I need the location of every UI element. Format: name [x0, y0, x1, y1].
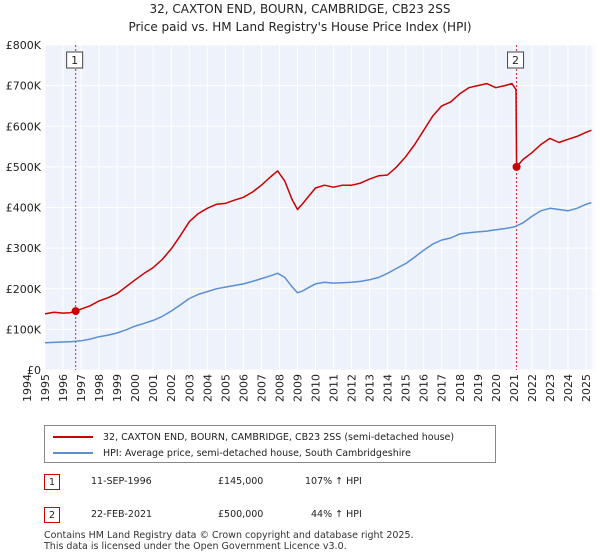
- x-tick-label: 2022: [526, 374, 539, 402]
- sale-marker-box: [66, 51, 84, 69]
- x-tick-label: 2020: [490, 374, 503, 402]
- y-tick-label: £0: [27, 364, 41, 377]
- legend-item-hpi: HPI: Average price, semi-detached house,…: [53, 445, 411, 461]
- x-tick-label: 1996: [57, 374, 70, 402]
- legend-label-price: 32, CAXTON END, BOURN, CAMBRIDGE, CB23 2…: [103, 431, 455, 443]
- legend-item-price: 32, CAXTON END, BOURN, CAMBRIDGE, CB23 2…: [53, 429, 454, 445]
- x-tick-label: 2010: [309, 374, 322, 402]
- sale-point: [512, 162, 521, 171]
- x-tick-label: 2016: [418, 374, 431, 402]
- x-tick-label: 2023: [544, 374, 557, 402]
- chart-title: 32, CAXTON END, BOURN, CAMBRIDGE, CB23 2…: [149, 2, 450, 16]
- series-line-hpi: [44, 201, 592, 344]
- footer: Contains HM Land Registry data © Crown c…: [44, 530, 414, 552]
- x-tick-label: 2009: [291, 374, 304, 402]
- x-tick-label: 2017: [436, 374, 449, 402]
- x-tick-label: 2019: [472, 374, 485, 402]
- footer-copyright: Contains HM Land Registry data © Crown c…: [44, 530, 414, 541]
- footer-licence: This data is licensed under the Open Gov…: [44, 541, 347, 552]
- y-tick-label: £400K: [6, 202, 42, 215]
- legend-swatch-price: [53, 436, 93, 438]
- x-tick-label: 2002: [165, 374, 178, 402]
- x-tick-label: 2003: [183, 374, 196, 402]
- x-tick-label: 2011: [328, 374, 341, 402]
- x-tick-label: 1999: [111, 374, 124, 402]
- legend-swatch-hpi: [53, 452, 93, 454]
- x-tick-label: 2001: [147, 374, 160, 402]
- y-tick-label: £300K: [6, 242, 42, 255]
- y-tick-label: £500K: [6, 161, 42, 174]
- x-tick-label: 2005: [219, 374, 232, 402]
- x-tick-label: 2012: [346, 374, 359, 402]
- y-tick-label: £800K: [6, 39, 42, 52]
- sale-marker-label: 2: [512, 54, 519, 67]
- legend: 32, CAXTON END, BOURN, CAMBRIDGE, CB23 2…: [44, 425, 496, 463]
- x-tick-label: 1997: [75, 374, 88, 402]
- y-tick-label: £600K: [6, 120, 42, 133]
- x-tick-label: 1998: [93, 374, 106, 402]
- series-line-price: [44, 82, 592, 315]
- transaction-hpi: 107% ↑ HPI: [305, 476, 362, 487]
- x-tick-label: 1994: [21, 374, 34, 402]
- price-chart: 32, CAXTON END, BOURN, CAMBRIDGE, CB23 2…: [6, 2, 595, 402]
- x-tick-label: 2008: [273, 374, 286, 402]
- x-tick-label: 2021: [508, 374, 521, 402]
- x-tick-label: 2025: [580, 374, 593, 402]
- transaction-date: 22-FEB-2021: [91, 509, 153, 520]
- chart-subtitle: Price paid vs. HM Land Registry's House …: [128, 20, 471, 34]
- x-tick-label: 2007: [255, 374, 268, 402]
- sale-marker-label: 1: [71, 54, 78, 67]
- transaction-badge: 1: [44, 474, 60, 490]
- legend-label-hpi: HPI: Average price, semi-detached house,…: [103, 447, 411, 459]
- transaction-hpi: 44% ↑ HPI: [311, 509, 362, 520]
- y-tick-label: £200K: [6, 283, 42, 296]
- transaction-price: £145,000: [218, 476, 264, 487]
- y-tick-label: £100K: [6, 323, 42, 336]
- x-tick-label: 2014: [382, 374, 395, 402]
- x-tick-label: 2000: [129, 374, 142, 402]
- x-tick-label: 2006: [237, 374, 250, 402]
- transaction-date: 11-SEP-1996: [91, 476, 152, 487]
- sale-marker-box: [507, 51, 525, 69]
- x-tick-label: 1995: [39, 374, 52, 402]
- y-tick-label: £700K: [6, 80, 42, 93]
- transaction-price: £500,000: [218, 509, 264, 520]
- x-tick-label: 2004: [201, 374, 214, 402]
- transaction-badge: 2: [44, 507, 60, 523]
- projection-shade: [591, 45, 595, 370]
- x-tick-label: 2024: [562, 374, 575, 402]
- x-tick-label: 2015: [400, 374, 413, 402]
- x-tick-label: 2018: [454, 374, 467, 402]
- x-tick-label: 2013: [364, 374, 377, 402]
- sale-point: [71, 307, 80, 316]
